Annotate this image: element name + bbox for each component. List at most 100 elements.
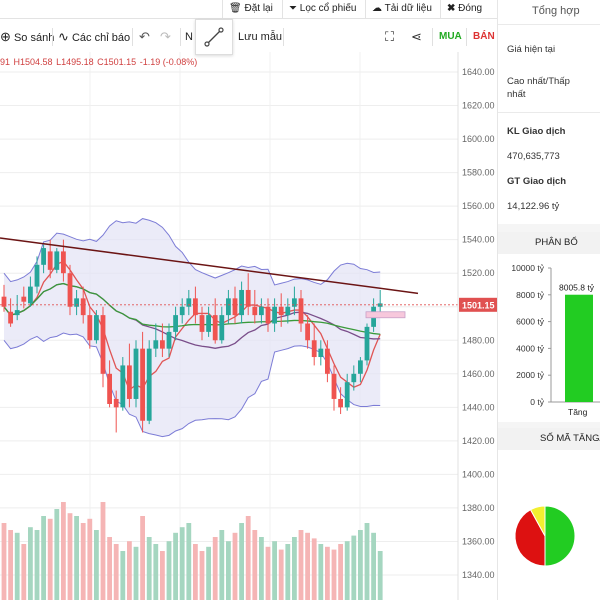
ohlc-open: 91 <box>0 57 11 67</box>
truncated-button[interactable]: N <box>185 31 193 43</box>
ohlc-change: -1.19 (-0.08%) <box>139 57 198 67</box>
share-icon[interactable]: ⋖ <box>411 29 422 44</box>
download-data-button[interactable]: ☁ Tải dữ liệu <box>365 0 440 18</box>
volume-bar <box>318 544 324 600</box>
bar-tick-label: 6000 tỷ <box>516 317 545 327</box>
candle-body <box>232 298 238 316</box>
candle-body <box>278 306 284 316</box>
volume-bar <box>331 549 337 600</box>
volume-bar <box>100 502 106 600</box>
candle-body <box>265 306 271 324</box>
current-price-label: Giá hiện tại <box>507 44 556 55</box>
volume-bar <box>364 523 370 600</box>
candle-body <box>54 251 60 270</box>
reset-button[interactable]: 🗑︎ Đặt lại <box>222 0 282 18</box>
buy-button[interactable]: MUA <box>439 31 462 42</box>
toolbar-divider <box>432 28 433 46</box>
advance-decline-pie <box>514 505 576 567</box>
candle-body <box>87 315 93 341</box>
candle-body <box>47 251 53 270</box>
volume-bar <box>94 530 99 600</box>
candle-body <box>127 365 132 399</box>
candle-body <box>173 315 178 332</box>
reset-icon: 🗑︎ <box>229 3 242 14</box>
compare-button[interactable]: ⊕ So sánh <box>0 22 54 52</box>
candle-body <box>186 298 192 307</box>
cloud-icon: ☁ <box>372 3 382 14</box>
summary-panel: Tổng hợp Giá hiện tại Cao nhất/Thấp nhất… <box>497 0 600 600</box>
candle-body <box>212 315 218 341</box>
close-button[interactable]: ✖ Đóng <box>440 0 497 18</box>
candle-body <box>226 298 231 316</box>
volume-bar <box>305 532 310 600</box>
toolbar-divider <box>132 28 133 46</box>
candle-body <box>331 373 337 399</box>
bar-tang <box>565 294 593 402</box>
candle-body <box>252 306 258 316</box>
volume-bar <box>206 546 211 600</box>
bollinger-upper-line <box>3 218 381 286</box>
pie-slice-up <box>544 505 576 567</box>
bar-tick-label: 4000 tỷ <box>516 343 545 353</box>
volume-bar <box>41 516 46 600</box>
volume-bar <box>232 532 238 600</box>
candle-body <box>166 331 172 349</box>
sell-button[interactable]: BÁN <box>473 31 495 42</box>
volume-bar <box>14 532 20 600</box>
volume-bar <box>113 544 119 600</box>
candlestick-chart[interactable]: 1640.00 1620.00 1600.00 1580.00 1560.00 1540.… <box>0 52 497 600</box>
candle-body <box>100 315 106 374</box>
candle-body <box>358 360 363 374</box>
candle-body <box>338 398 343 408</box>
draw-line-button[interactable] <box>195 19 233 55</box>
candle-body <box>8 311 13 324</box>
volume-bar <box>67 513 73 600</box>
indicators-button[interactable]: ∿ Các chỉ báo <box>58 22 130 52</box>
candle-body <box>199 315 205 332</box>
volume-bar <box>219 530 225 600</box>
volume-bar <box>140 516 145 600</box>
volume-bar <box>212 537 218 600</box>
save-template-button[interactable]: Lưu mẫu <box>238 31 283 43</box>
trend-line <box>0 237 419 295</box>
undo-icon[interactable]: ↶ <box>139 29 150 44</box>
candle-body <box>74 298 79 307</box>
bar-tick-label: 8000 tỷ <box>516 290 545 300</box>
price-tick-label: 1340.00 <box>462 570 495 580</box>
price-tick-label: 1520.00 <box>462 268 495 278</box>
last-price-tag-bg <box>459 297 497 312</box>
fullscreen-icon[interactable]: ⛶ <box>385 29 395 44</box>
candle-body <box>351 373 357 383</box>
filter-stocks-button[interactable]: ⏷ Lọc cổ phiếu <box>282 0 365 18</box>
ma-long-line <box>3 282 381 335</box>
candle-body <box>272 306 277 324</box>
candle-body <box>1 296 7 307</box>
candle-body <box>179 306 185 316</box>
panel-gap <box>498 224 600 232</box>
volume-bar <box>265 546 271 600</box>
candle-body <box>140 348 145 421</box>
candle-body <box>146 348 152 421</box>
high-low-label: Cao nhất/Thấp nhất <box>507 76 570 100</box>
candle-body <box>94 315 99 341</box>
price-chart-area[interactable]: 1640.00 1620.00 1600.00 1580.00 1560.00 1540.… <box>0 52 497 600</box>
price-tick-label: 1540.00 <box>462 235 495 245</box>
ohlc-high: H1504.58 <box>13 57 53 67</box>
volume-bar <box>292 537 297 600</box>
ohlc-close: C1501.15 <box>97 57 137 67</box>
redo-icon[interactable]: ↷ <box>160 29 171 44</box>
candle-body <box>160 340 165 349</box>
value-label: GT Giao dịch <box>507 176 567 187</box>
price-tick-label: 1360.00 <box>462 536 495 546</box>
pie-slice-unchanged <box>529 505 546 537</box>
candle-body <box>325 348 330 374</box>
volume-bar <box>173 532 178 600</box>
bar-tick-label: 2000 tỷ <box>516 370 545 380</box>
value-value: 14,122.96 tỷ <box>507 201 560 212</box>
volume-bar <box>1 523 7 600</box>
distribution-bar-chart: 10000 tỷ 8000 tỷ 6000 tỷ 4000 tỷ 2000 tỷ 0 tỷ… <box>511 263 600 417</box>
volume-bar <box>245 516 251 600</box>
volume-bar <box>166 541 172 600</box>
count-header: SỐ MÃ TĂNG/G <box>498 428 600 450</box>
candle-body <box>364 326 370 361</box>
